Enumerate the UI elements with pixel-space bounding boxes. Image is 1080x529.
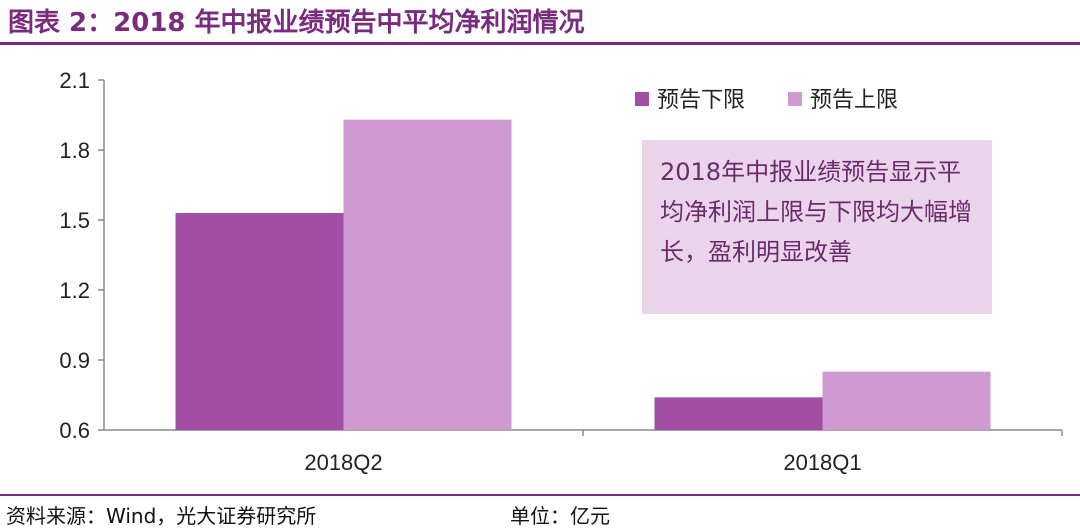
bar-lower-2018Q2 bbox=[175, 213, 344, 430]
x-tick-label: 2018Q1 bbox=[783, 450, 861, 475]
legend-swatch bbox=[635, 92, 649, 106]
y-tick-label: 0.6 bbox=[59, 418, 90, 443]
legend-label: 预告上限 bbox=[810, 88, 898, 113]
y-tick-label: 1.8 bbox=[59, 138, 90, 163]
y-tick-label: 0.9 bbox=[59, 348, 90, 373]
footer-divider bbox=[0, 494, 1080, 496]
source-note: 资料来源：Wind，光大证券研究所 bbox=[6, 504, 317, 528]
y-tick-label: 1.5 bbox=[59, 208, 90, 233]
annotation-box: 2018年中报业绩预告显示平均净利润上限与下限均大幅增长，盈利明显改善 bbox=[642, 140, 992, 314]
legend-label: 预告下限 bbox=[657, 88, 745, 113]
x-tick-label: 2018Q2 bbox=[304, 450, 382, 475]
legend-swatch bbox=[788, 92, 802, 106]
bar-upper-2018Q2 bbox=[343, 119, 512, 431]
bar-lower-2018Q1 bbox=[654, 397, 823, 430]
title-divider bbox=[0, 42, 1080, 45]
bar-chart: 2.1 1.8 1.5 1.2 0.9 0.6 2018Q2 2018Q1 预告下限 预告上限 bbox=[59, 68, 1063, 475]
y-tick-label: 2.1 bbox=[59, 68, 90, 93]
y-tick-label: 1.2 bbox=[59, 278, 90, 303]
chart-title: 图表 2：2018 年中报业绩预告中平均净利润情况 bbox=[8, 8, 585, 38]
unit-note: 单位：亿元 bbox=[510, 504, 610, 528]
bar-upper-2018Q1 bbox=[822, 371, 991, 430]
